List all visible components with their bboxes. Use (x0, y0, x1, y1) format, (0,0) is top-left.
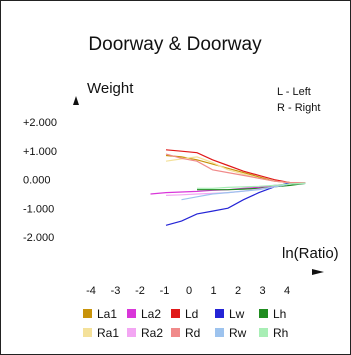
legend-swatch-rw (215, 328, 224, 337)
x-tick-label: 4 (284, 285, 290, 297)
legend-label-ld: Ld (185, 307, 198, 321)
y-axis-label: Weight (87, 80, 134, 97)
y-tick-label: +2.000 (23, 117, 57, 129)
legend-swatch-ra1 (83, 328, 92, 337)
legend-swatch-la2 (127, 309, 136, 318)
y-tick-label: 0.000 (23, 175, 51, 187)
x-tick-label: -1 (160, 285, 170, 297)
note-right: R - Right (277, 102, 320, 114)
legend-swatch-rh (259, 328, 268, 337)
series-line-rh (197, 182, 306, 189)
legend-swatch-ra2 (127, 328, 136, 337)
series-line-ld (165, 149, 306, 184)
y-tick-label: +1.000 (23, 146, 57, 158)
legend-label-rw: Rw (229, 326, 247, 340)
legend-label-rh: Rh (273, 326, 288, 340)
series-line-lh (197, 182, 306, 191)
x-tick-label: 1 (210, 285, 216, 297)
series-line-rd (165, 153, 306, 184)
legend-label-ra1: Ra1 (97, 326, 119, 340)
note-left: L - Left (277, 86, 311, 98)
x-tick-label: 2 (235, 285, 241, 297)
x-tick-label: -2 (135, 285, 145, 297)
x-tick-label: 3 (259, 285, 265, 297)
x-axis-label: ln(Ratio) (282, 245, 339, 262)
y-tick-label: -1.000 (23, 203, 54, 215)
legend-swatch-lh (259, 309, 268, 318)
y-axis-arrow-icon (73, 96, 79, 105)
legend-label-la2: La2 (141, 307, 161, 321)
legend-swatch-rd (171, 328, 180, 337)
chart-title: Doorway & Doorway (88, 34, 262, 55)
legend-label-la1: La1 (97, 307, 117, 321)
legend-label-ra2: Ra2 (141, 326, 163, 340)
legend-swatch-ld (171, 309, 180, 318)
legend-swatch-lw (215, 309, 224, 318)
x-tick-label: 0 (186, 285, 192, 297)
legend-label-rd: Rd (185, 326, 200, 340)
x-axis-arrow-icon (312, 269, 324, 275)
series-line-ra1 (165, 156, 306, 184)
legend-swatch-la1 (83, 309, 92, 318)
x-tick-label: -3 (111, 285, 121, 297)
legend-label-lh: Lh (273, 307, 286, 321)
x-tick-label: -4 (86, 285, 96, 297)
y-tick-label: -2.000 (23, 232, 54, 244)
legend-label-lw: Lw (229, 307, 245, 321)
